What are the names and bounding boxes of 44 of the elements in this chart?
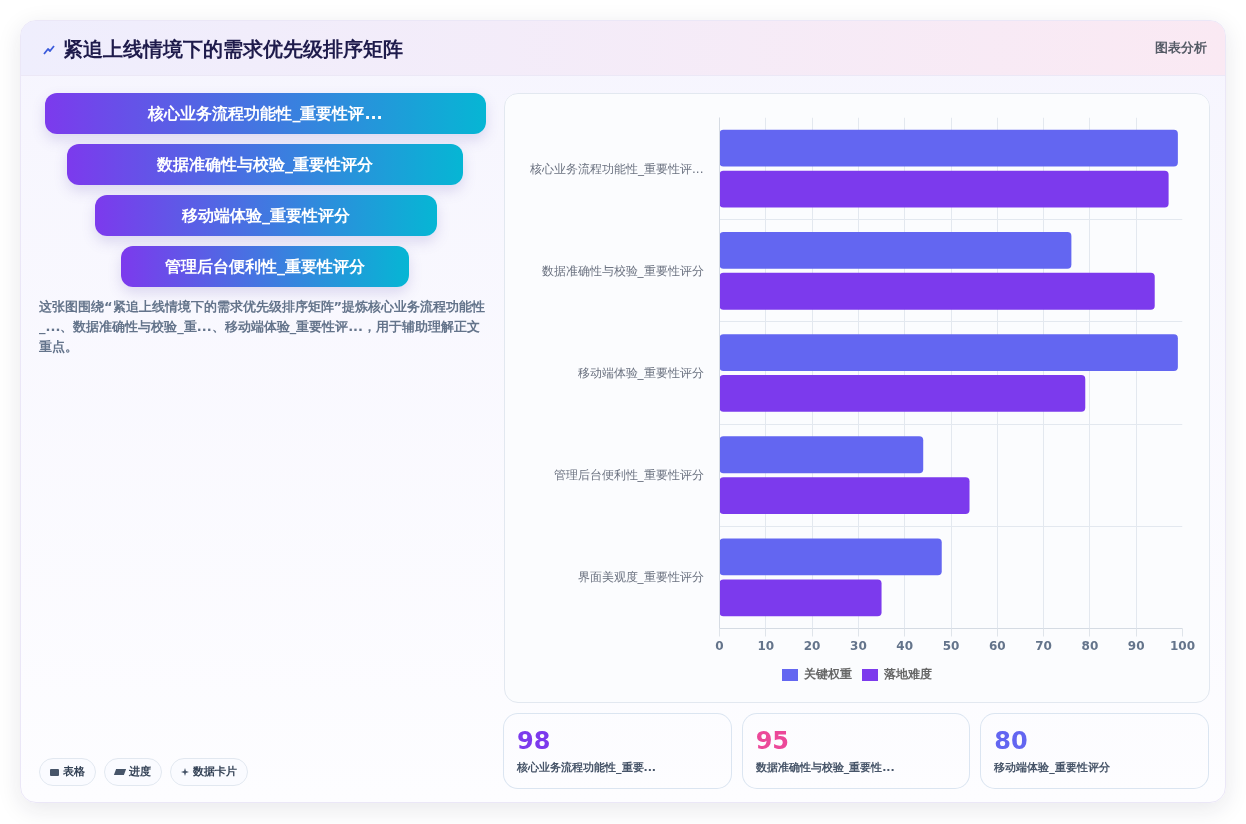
category-label: 数据准确性与校验_重要性... [755, 760, 896, 776]
x-tick-label: 80 [1081, 638, 1099, 653]
category-label: 移动端体验_重要性评分 [95, 195, 437, 236]
text: 进度 [104, 758, 162, 786]
data-label: 95 [755, 726, 791, 756]
bar [719, 129, 1178, 167]
text: 图表分析 [1155, 40, 1207, 55]
category-label: 移动端体验_重要性评分 [994, 760, 1111, 776]
y-tick-label: 数据准确性与校验_重要性评分 [541, 263, 704, 278]
x-tick-label: 10 [757, 638, 775, 653]
category-label: 核心业务流程功能性_重要性评... [45, 93, 486, 134]
text: 数据卡片 [170, 758, 248, 786]
bar [719, 170, 1169, 208]
bar [719, 375, 1086, 412]
bar [719, 231, 1072, 269]
bar [719, 272, 1155, 310]
x-tick-label: 60 [988, 638, 1006, 653]
data-label: 80 [994, 726, 1029, 756]
x-tick-label: 90 [1127, 638, 1145, 653]
y-tick-label: 界面美观度_重要性评分 [577, 570, 704, 585]
x-tick-label: 100 [1169, 638, 1196, 653]
category-label: 数据准确性与校验_重要性评分 [67, 144, 463, 185]
x-tick-label: 30 [850, 638, 867, 653]
bar [719, 436, 924, 474]
x-tick-label: 0 [715, 638, 724, 653]
text: 表格 [39, 758, 96, 786]
text: 紧追上线情境下的需求优先级排序矩阵 [63, 36, 403, 63]
legend-label: 关键权重 [804, 666, 852, 683]
bar [719, 334, 1178, 371]
bar [719, 477, 970, 515]
x-tick-label: 40 [896, 638, 914, 653]
category-label: 管理后台便利性_重要性评分 [121, 246, 409, 287]
bar [719, 579, 882, 617]
y-tick-label: 管理后台便利性_重要性评分 [553, 468, 704, 483]
y-tick-label: 移动端体验_重要性评分 [577, 366, 704, 380]
legend-label: 落地难度 [884, 666, 932, 683]
category-label: 核心业务流程功能性_重要... [517, 760, 658, 776]
x-tick-label: 50 [942, 638, 960, 653]
bar [719, 538, 942, 576]
text: 这张图围绕“紧追上线情境下的需求优先级排序矩阵”提炼核心业务流程功能性_...、数据准确性与校验_重...、移动端体验_重要性评...，用于辅助理解正文重点。 [39, 298, 487, 356]
data-label: 98 [517, 726, 552, 756]
y-tick-label: 核心业务流程功能性_重要性评... [529, 161, 704, 176]
x-tick-label: 20 [803, 638, 821, 653]
x-tick-label: 70 [1035, 638, 1052, 653]
